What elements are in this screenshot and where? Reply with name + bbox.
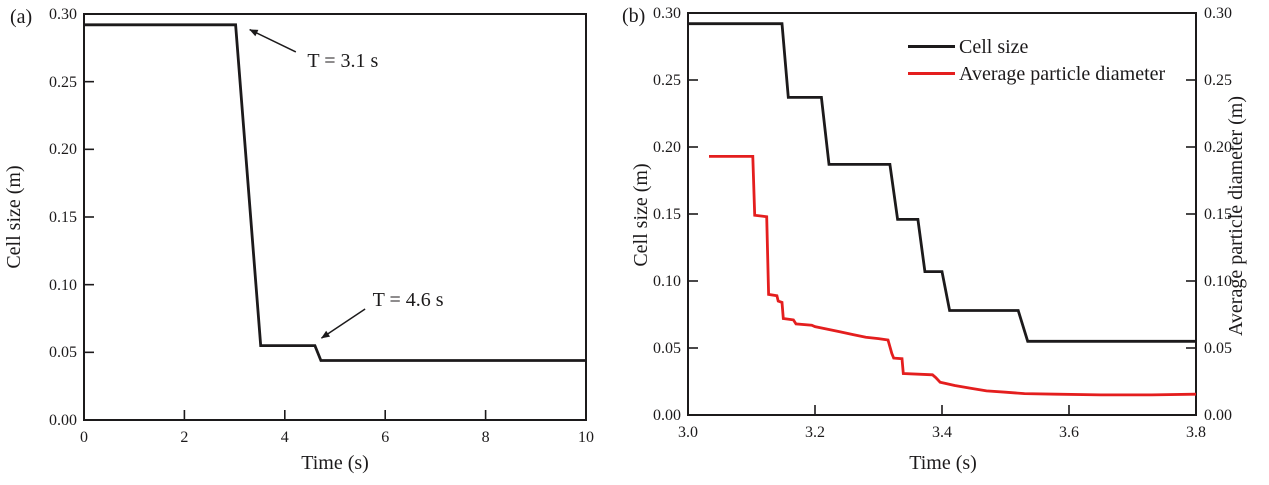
panel-a-x-tick-label: 0 [80,429,88,446]
panel-a-x-axis-title: Time (s) [301,452,369,474]
panel-a-y-tick-label: 0.25 [49,73,77,91]
panel-b-graphics [687,12,1197,416]
panel-b-x-tick-label: 3.8 [1186,424,1206,441]
panel-a-y-tick-label: 0.20 [49,141,77,159]
annotation-t-3-1-s: T = 3.1 s [307,50,379,73]
panel-a-y-tick-label: 0.15 [49,209,77,226]
panel-b-y-tick-label: 0.00 [653,407,681,424]
cell-size-line-swatch [908,45,955,48]
panel-b-right-y-tick-label: 0.10 [1204,273,1232,290]
panel-a-x-tick-label: 2 [180,429,189,446]
panel-b-y-tick-label: 0.15 [653,206,681,223]
panel-a-x-tick-label: 8 [481,429,490,446]
panel-b-x-tick-label: 3.4 [932,424,952,441]
panel-a-y-tick-label: 0.05 [49,344,77,362]
legend-label-cell-size: Cell size [959,35,1029,58]
panel-a-tag: (a) [10,6,33,28]
panel-b-x-tick-label: 3.2 [805,424,825,441]
panel-b-right-y-tick-label: 0.25 [1204,72,1232,89]
panel-a-y-axis-title: Cell size (m) [3,165,25,269]
legend-row-avg-particle-diameter: Average particle diameter [908,60,1165,87]
panel-a-x-tick-label: 6 [381,429,390,446]
panel-b-y-tick-label: 0.20 [653,139,681,156]
panel-b-y-tick-label: 0.05 [653,340,681,357]
panel-a-x-tick-label: 10 [578,429,594,446]
annotation-t-4-6-s: T = 4.6 s [372,289,444,312]
panel-a-y-tick-label: 0.30 [49,6,77,23]
panel-b-y-tick-label: 0.10 [653,273,681,290]
panel-b-right-y-tick-label: 0.30 [1204,5,1232,22]
panel-b-right-y-tick-label: 0.15 [1204,206,1232,223]
panel-b-tag: (b) [622,5,646,27]
legend-label-avg-particle-diameter: Average particle diameter [959,62,1166,85]
panel-a-y-tick-label: 0.00 [49,412,77,429]
panel-b-right-y-tick-label: 0.00 [1204,407,1232,424]
avg-particle-diameter-line-swatch [908,72,955,75]
legend: Cell size Average particle diameter [908,33,1165,87]
panel-b-y-tick-label: 0.25 [653,72,681,89]
panel-b-y-tick-label: 0.30 [653,5,681,22]
panel-a-x-tick-label: 4 [280,429,289,446]
legend-row-cell-size: Cell size [908,33,1165,60]
panel-a-y-tick-label: 0.10 [49,276,77,294]
panel-a-graphics [83,13,587,421]
panel-b-right-y-tick-label: 0.20 [1204,139,1232,156]
panel-b-x-tick-label: 3.0 [678,424,698,441]
panel-b-x-tick-label: 3.6 [1059,424,1079,441]
panel-b-right-y-tick-label: 0.05 [1204,340,1232,357]
panel-b-x-axis-title: Time (s) [909,452,977,474]
